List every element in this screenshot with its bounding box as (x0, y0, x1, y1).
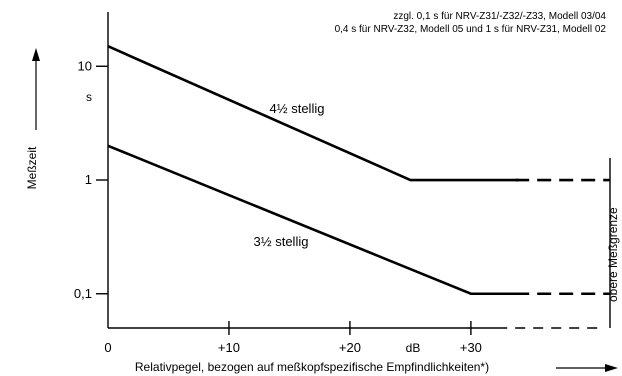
note-line-2: 0,4 s für NRV-Z32, Modell 05 und 1 s für… (335, 24, 607, 35)
x-unit-label: dB (406, 341, 421, 355)
y-axis-arrow (32, 48, 40, 130)
series-label: 3½ stellig (254, 234, 309, 249)
x-axis-title: Relativpegel, bezogen auf meßkopfspezifi… (135, 360, 489, 374)
series-label: 4½ stellig (270, 101, 325, 116)
y-unit-label: s (86, 90, 92, 104)
series-layer: 4½ stellig 3½ stellig (107, 45, 610, 296)
y-tick-label: 1 (85, 172, 92, 187)
series-line (107, 45, 520, 182)
x-ticks: 0 +10 +20 +30 (104, 321, 482, 355)
series-line (107, 144, 520, 296)
x-tick-label: +10 (218, 340, 240, 355)
x-tick-label: 0 (104, 340, 111, 355)
y-ticks: 10 1 0,1 (74, 58, 108, 301)
x-tick-label: +20 (339, 340, 361, 355)
y-tick-label: 0,1 (74, 286, 92, 301)
y-axis-title: Meßzeit (25, 146, 39, 189)
y-tick-label: 10 (78, 58, 92, 73)
note-line-1: zzgl. 0,1 s für NRV-Z31/-Z32/-Z33, Model… (393, 11, 606, 22)
x-tick-label: +30 (460, 340, 482, 355)
upper-limit-label: obere Meßgrenze (606, 207, 620, 302)
x-axis-arrow (556, 364, 618, 372)
axes (107, 12, 611, 329)
